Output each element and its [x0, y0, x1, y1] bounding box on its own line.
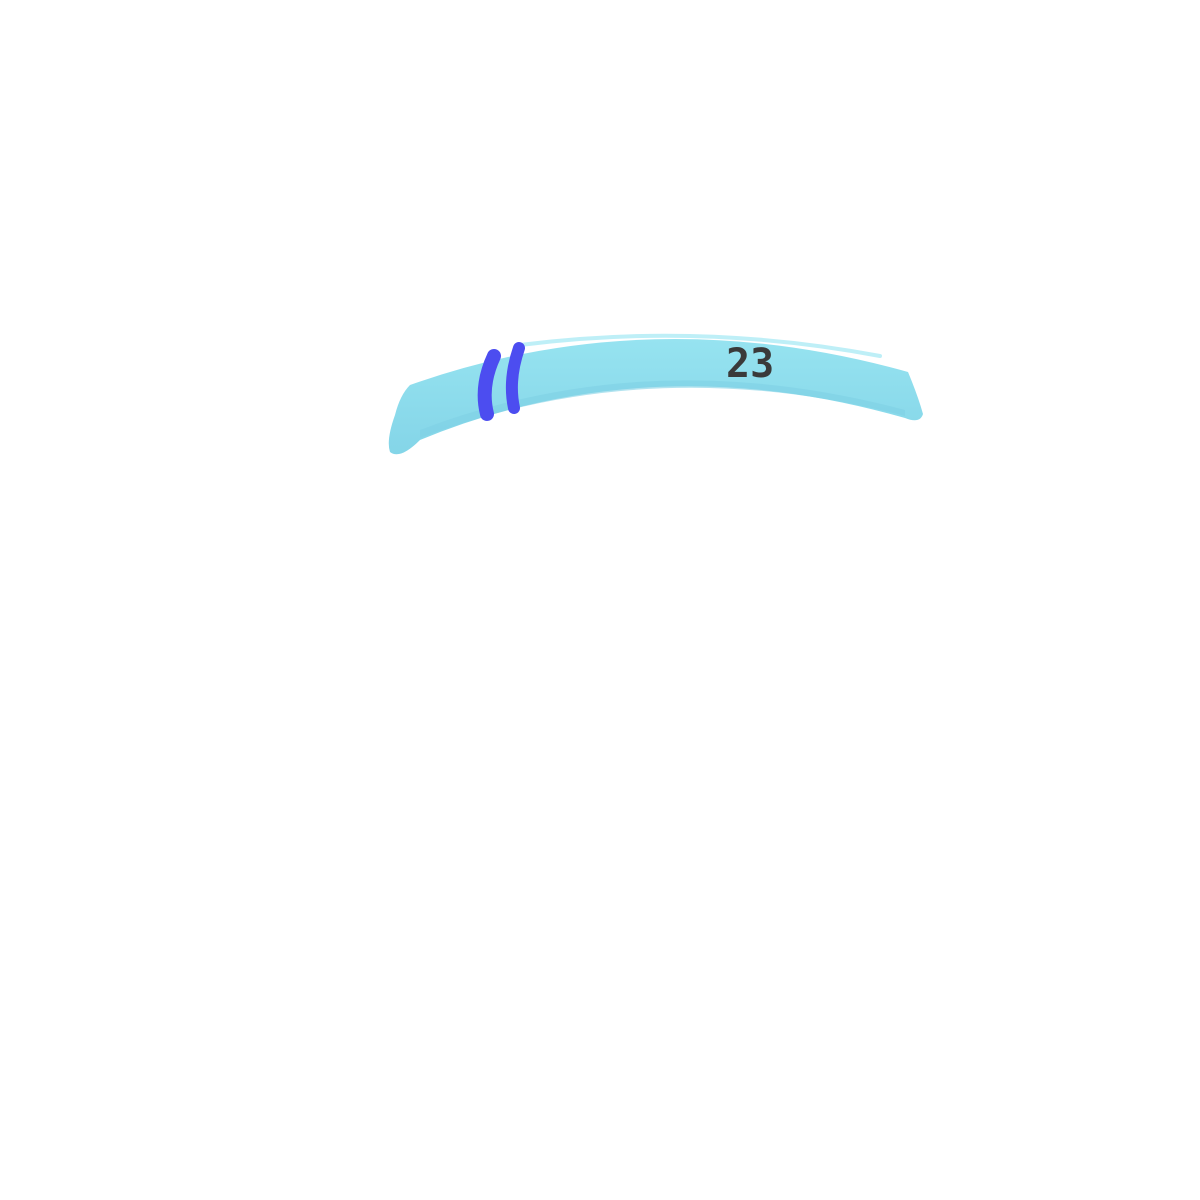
stripe-right	[505, 342, 525, 414]
stripe-left	[477, 349, 501, 421]
headband-highlight	[518, 333, 882, 358]
headband-body	[388, 338, 923, 455]
band-number: 23	[726, 341, 774, 387]
